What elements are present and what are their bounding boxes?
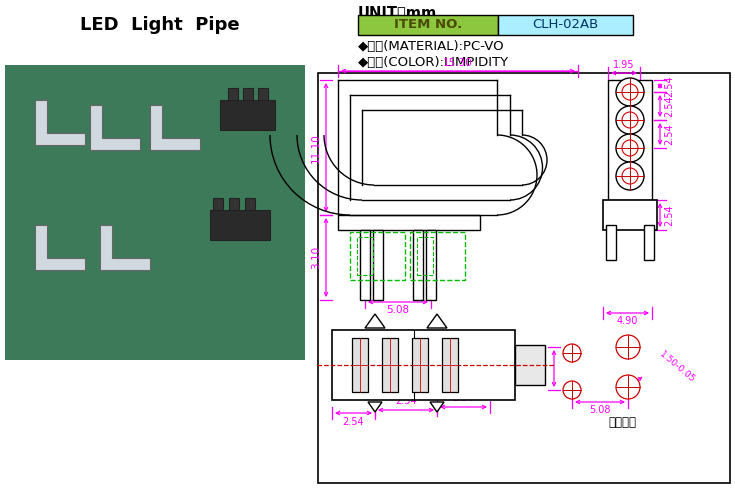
Polygon shape xyxy=(430,402,444,412)
Circle shape xyxy=(616,134,644,162)
Bar xyxy=(352,338,368,392)
Text: 2.54: 2.54 xyxy=(664,95,674,117)
Text: 11.10: 11.10 xyxy=(311,133,321,163)
Circle shape xyxy=(563,344,581,362)
Bar xyxy=(358,15,498,35)
Circle shape xyxy=(622,168,638,184)
Bar xyxy=(220,100,275,130)
Bar xyxy=(373,230,383,300)
Bar xyxy=(498,15,633,35)
Bar xyxy=(229,198,239,210)
Text: 3.10: 3.10 xyxy=(311,246,321,269)
Bar xyxy=(357,237,373,275)
Bar xyxy=(210,210,270,240)
Text: LED  Light  Pipe: LED Light Pipe xyxy=(80,16,240,34)
Circle shape xyxy=(563,381,581,399)
Polygon shape xyxy=(90,105,140,150)
Text: 2.54: 2.54 xyxy=(664,204,674,226)
Text: 4.90: 4.90 xyxy=(617,316,638,326)
Bar xyxy=(644,225,654,260)
Bar xyxy=(382,338,398,392)
Text: ◆颜色(COLOR):LIMPIDITY: ◆颜色(COLOR):LIMPIDITY xyxy=(358,55,509,68)
Bar xyxy=(245,198,255,210)
Bar xyxy=(603,200,657,230)
Text: ◆材质(MATERIAL):PC-VO: ◆材质(MATERIAL):PC-VO xyxy=(358,41,505,53)
Bar xyxy=(5,65,305,360)
Bar xyxy=(360,230,370,300)
Bar xyxy=(412,338,428,392)
Bar xyxy=(228,88,238,100)
Bar xyxy=(417,237,433,275)
Text: 2.54: 2.54 xyxy=(343,417,364,427)
Text: UNIT：mm: UNIT：mm xyxy=(358,5,437,20)
Bar xyxy=(332,330,515,400)
Circle shape xyxy=(616,78,644,106)
Bar xyxy=(410,232,465,280)
Bar xyxy=(350,232,405,280)
Polygon shape xyxy=(35,100,85,145)
Bar xyxy=(426,230,436,300)
Text: CLH-02AB: CLH-02AB xyxy=(532,18,598,32)
Circle shape xyxy=(622,140,638,156)
Bar xyxy=(318,73,730,483)
Bar xyxy=(258,88,268,100)
Text: 2.54: 2.54 xyxy=(664,75,674,97)
Text: 2.54: 2.54 xyxy=(395,396,417,406)
Bar xyxy=(515,345,545,385)
Text: 4.00: 4.00 xyxy=(539,358,549,380)
Text: 15.30: 15.30 xyxy=(443,58,473,68)
Polygon shape xyxy=(35,225,85,270)
Bar xyxy=(338,215,480,230)
Polygon shape xyxy=(368,402,382,412)
Bar xyxy=(413,230,423,300)
Text: ITEM NO.: ITEM NO. xyxy=(394,18,462,32)
Text: 5.08: 5.08 xyxy=(589,405,611,415)
Text: 1.50-0.05: 1.50-0.05 xyxy=(658,349,697,385)
Circle shape xyxy=(616,106,644,134)
Bar xyxy=(213,198,223,210)
Polygon shape xyxy=(365,314,385,328)
Polygon shape xyxy=(100,225,150,270)
Text: 1.95: 1.95 xyxy=(613,60,635,70)
Polygon shape xyxy=(427,314,447,328)
Text: 5.08: 5.08 xyxy=(387,305,409,315)
Bar xyxy=(606,225,616,260)
Circle shape xyxy=(616,335,640,359)
Polygon shape xyxy=(150,105,200,150)
Text: 配合孔径: 配合孔径 xyxy=(608,415,636,429)
Circle shape xyxy=(616,162,644,190)
Text: 2.54: 2.54 xyxy=(664,123,674,145)
Circle shape xyxy=(622,112,638,128)
Circle shape xyxy=(616,375,640,399)
Text: 2.54: 2.54 xyxy=(452,393,474,403)
Bar xyxy=(442,338,458,392)
Bar xyxy=(243,88,253,100)
Bar xyxy=(608,80,652,200)
Circle shape xyxy=(622,84,638,100)
